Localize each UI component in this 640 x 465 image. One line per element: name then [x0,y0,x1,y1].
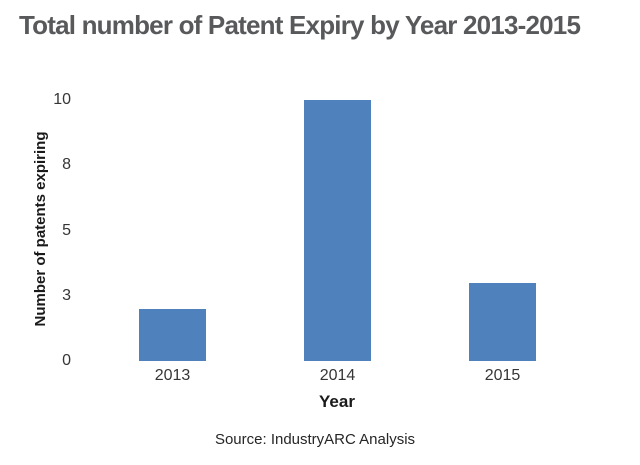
y-tick-label: 3 [62,286,71,304]
bar-2015 [469,282,536,361]
x-tick-label: 2013 [154,367,191,384]
source-note: Source: IndustryARC Analysis [214,431,416,448]
y-tick-label: 8 [62,156,71,174]
y-tick-label: 10 [53,91,71,108]
chart-title: Total number of Patent Expiry by Year 20… [19,10,581,40]
y-tick-label: 5 [62,221,71,239]
y-tick-label: 0 [62,352,71,369]
bar-2013 [139,308,206,361]
x-tick-label: 2014 [319,367,356,384]
x-axis-title: Year [319,392,355,411]
x-tick-label: 2015 [484,367,521,384]
bar-2014 [304,100,371,361]
